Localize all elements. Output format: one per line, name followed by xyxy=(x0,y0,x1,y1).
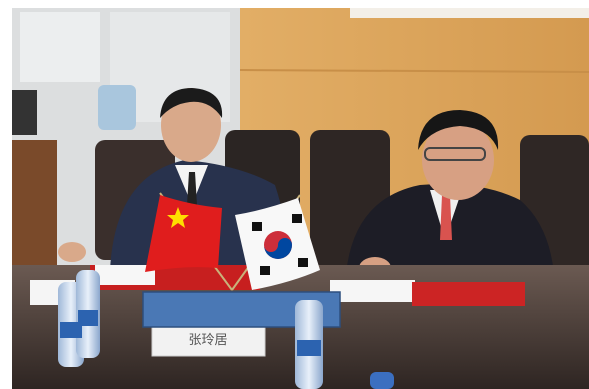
bottle-label xyxy=(60,322,82,338)
hair xyxy=(418,110,499,150)
paper xyxy=(95,265,155,285)
trigram xyxy=(252,222,262,231)
panel-frame xyxy=(350,8,589,18)
water-jug xyxy=(98,85,136,130)
glasses xyxy=(424,147,486,161)
taeguk xyxy=(264,238,292,259)
panel-seam xyxy=(239,69,589,73)
window xyxy=(20,12,100,82)
trigram xyxy=(292,214,302,223)
bottle-cap xyxy=(370,372,394,389)
bottle-label xyxy=(78,310,98,326)
placard-text: 张玲居 xyxy=(188,333,227,348)
tie xyxy=(440,195,452,240)
china-flag xyxy=(145,195,222,272)
hand xyxy=(58,242,86,262)
cabinet xyxy=(12,140,57,270)
flag-star xyxy=(167,207,189,228)
trigrams xyxy=(252,214,308,275)
trigram xyxy=(298,258,308,267)
red-folder xyxy=(412,282,525,306)
phone xyxy=(12,90,37,135)
trigram xyxy=(260,266,270,275)
paper xyxy=(330,280,415,302)
hair xyxy=(160,88,223,118)
tie xyxy=(187,172,197,205)
bottle-label xyxy=(297,340,321,356)
left-man-head xyxy=(161,88,221,162)
